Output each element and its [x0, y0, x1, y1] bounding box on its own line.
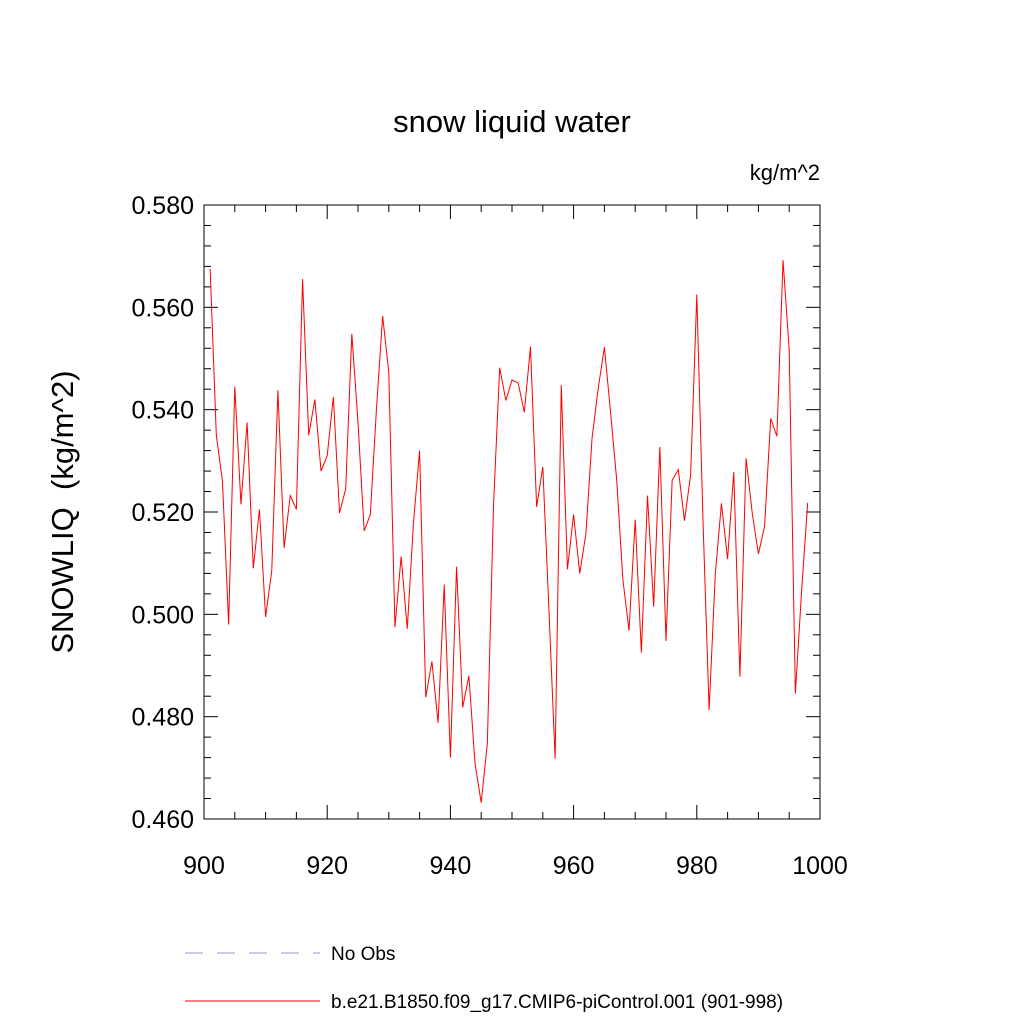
- units-label: kg/m^2: [750, 160, 820, 185]
- y-axis: 0.460 0.480 0.500 0.520 0.540 0.560 0.580: [131, 192, 820, 834]
- y-tick-label: 0.540: [131, 397, 194, 425]
- y-tick-label: 0.520: [131, 499, 194, 527]
- x-tick-label: 960: [553, 852, 595, 880]
- legend-label-no-obs: No Obs: [331, 944, 395, 965]
- y-tick-label: 0.560: [131, 294, 194, 322]
- plot-border: [203, 204, 821, 820]
- y-tick-label: 0.480: [131, 704, 194, 732]
- y-tick-label: 0.460: [131, 806, 194, 834]
- x-tick-label: 940: [430, 852, 472, 880]
- y-tick-label: 0.500: [131, 601, 194, 629]
- series-layer: [209, 260, 809, 803]
- y-tick-label: 0.580: [131, 192, 194, 220]
- x-tick-label: 980: [676, 852, 718, 880]
- legend: No Obs b.e21.B1850.f09_g17.CMIP6-piContr…: [185, 944, 783, 1013]
- chart-title: snow liquid water: [393, 104, 631, 139]
- x-axis: 900 920 940 960 980 1000: [183, 205, 848, 880]
- x-tick-label: 1000: [792, 852, 848, 880]
- x-tick-label: 920: [306, 852, 348, 880]
- series-line-0: [209, 260, 809, 803]
- x-tick-label: 900: [183, 852, 225, 880]
- legend-label-control-run: b.e21.B1850.f09_g17.CMIP6-piControl.001 …: [331, 992, 783, 1013]
- y-axis-label: SNOWLIQ (kg/m^2): [45, 370, 80, 653]
- plot-frame: [203, 204, 821, 820]
